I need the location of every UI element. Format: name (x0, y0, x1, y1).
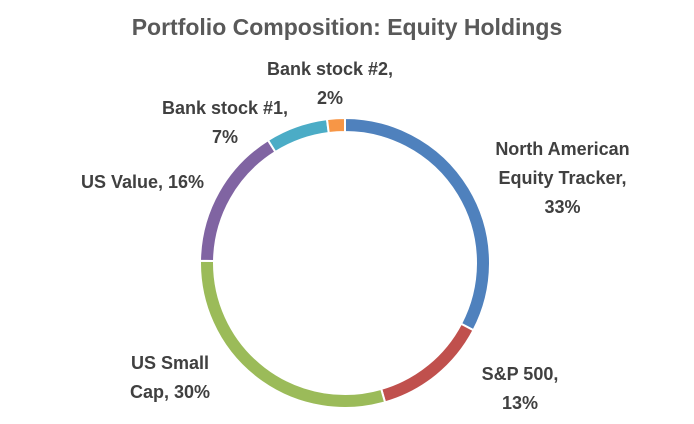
data-label: Bank stock #2, 2% (266, 59, 394, 108)
data-label: North American Equity Tracker, 33% (495, 139, 630, 217)
donut-segment (199, 138, 277, 262)
data-label: US Value, 16% (80, 172, 205, 192)
donut-segment (344, 116, 491, 332)
chart-title: Portfolio Composition: Equity Holdings (131, 14, 563, 40)
data-label: US Small Cap, 30% (129, 353, 211, 402)
donut-segment (379, 322, 475, 404)
data-label: S&P 500, 13% (481, 364, 559, 413)
donut-segment (325, 116, 346, 135)
data-label: Bank stock #1, 7% (161, 98, 289, 147)
